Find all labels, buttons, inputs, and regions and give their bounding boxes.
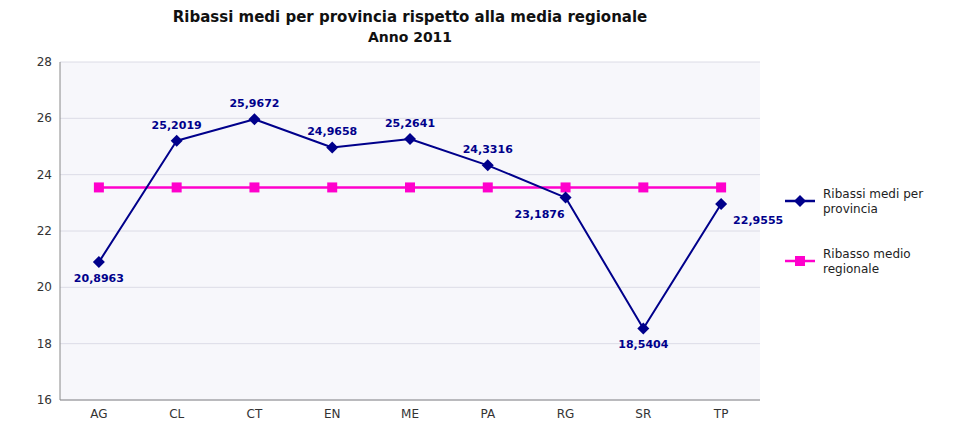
y-tick-label: 20 [37,280,52,294]
x-tick-label: SR [635,407,651,421]
marker [172,182,182,192]
y-axis [60,62,61,400]
data-label: 20,8963 [74,272,124,285]
marker [638,182,648,192]
y-tick-label: 22 [37,224,52,238]
marker [404,133,416,145]
legend-marker [795,256,805,266]
grid [60,62,760,400]
legend: Ribassi medi perprovincia Ribasso mediore… [785,187,923,276]
marker [405,182,415,192]
x-tick-label: PA [480,407,495,421]
marker [482,159,494,171]
marker [327,182,337,192]
series [93,113,727,334]
marker [326,141,338,153]
data-label: 18,5404 [618,338,668,351]
marker [637,322,649,334]
series [94,182,726,192]
x-tick-label: EN [324,407,341,421]
data-label: 25,9672 [229,97,279,110]
grid-line [60,287,760,288]
plot-area [60,62,760,400]
chart: 16 18 20 22 24 26 28 AG CL CT EN ME PA RG SR TP Ribassi … [0,0,958,434]
x-tick-label: CT [247,407,263,421]
series-group [93,113,727,334]
data-label: 24,3316 [463,143,513,156]
x-tick-label: TP [713,407,729,421]
marker [483,182,493,192]
data-label: 22,9555 [733,214,783,227]
marker [560,192,572,204]
data-label: 23,1876 [515,208,565,221]
marker [94,182,104,192]
data-label: 25,2019 [152,119,202,132]
grid-line [60,231,760,232]
marker [715,198,727,210]
subtitle: Anno 2011 [368,29,452,45]
line [99,119,721,328]
y-tick-label: 18 [37,337,52,351]
title: Ribassi medi per provincia rispetto alla… [173,8,648,26]
y-tick-label: 28 [37,55,52,69]
x-tick-label: RG [557,407,575,421]
x-tick-label: ME [401,407,419,421]
grid-line [60,174,760,175]
x-axis [60,400,760,401]
legend-label: Ribasso medioregionale [823,247,911,276]
marker [248,113,260,125]
x-tick-label: CL [169,407,184,421]
grid-line [60,400,760,401]
legend-label: Ribassi medi perprovincia [823,187,923,216]
grid-line [60,62,760,63]
y-tick-label: 26 [37,111,52,125]
marker [171,135,183,147]
marker [249,182,259,192]
marker [93,256,105,268]
marker [716,182,726,192]
y-tick-label: 24 [37,168,52,182]
data-label: 24,9658 [307,125,357,138]
marker [561,182,571,192]
y-tick-label: 16 [37,393,52,407]
data-label: 25,2641 [385,117,435,130]
legend-marker [794,195,806,207]
x-tick-label: AG [90,407,107,421]
